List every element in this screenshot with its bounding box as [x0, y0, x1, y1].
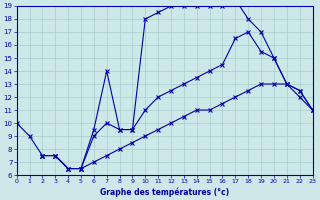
X-axis label: Graphe des températures (°c): Graphe des températures (°c): [100, 187, 229, 197]
